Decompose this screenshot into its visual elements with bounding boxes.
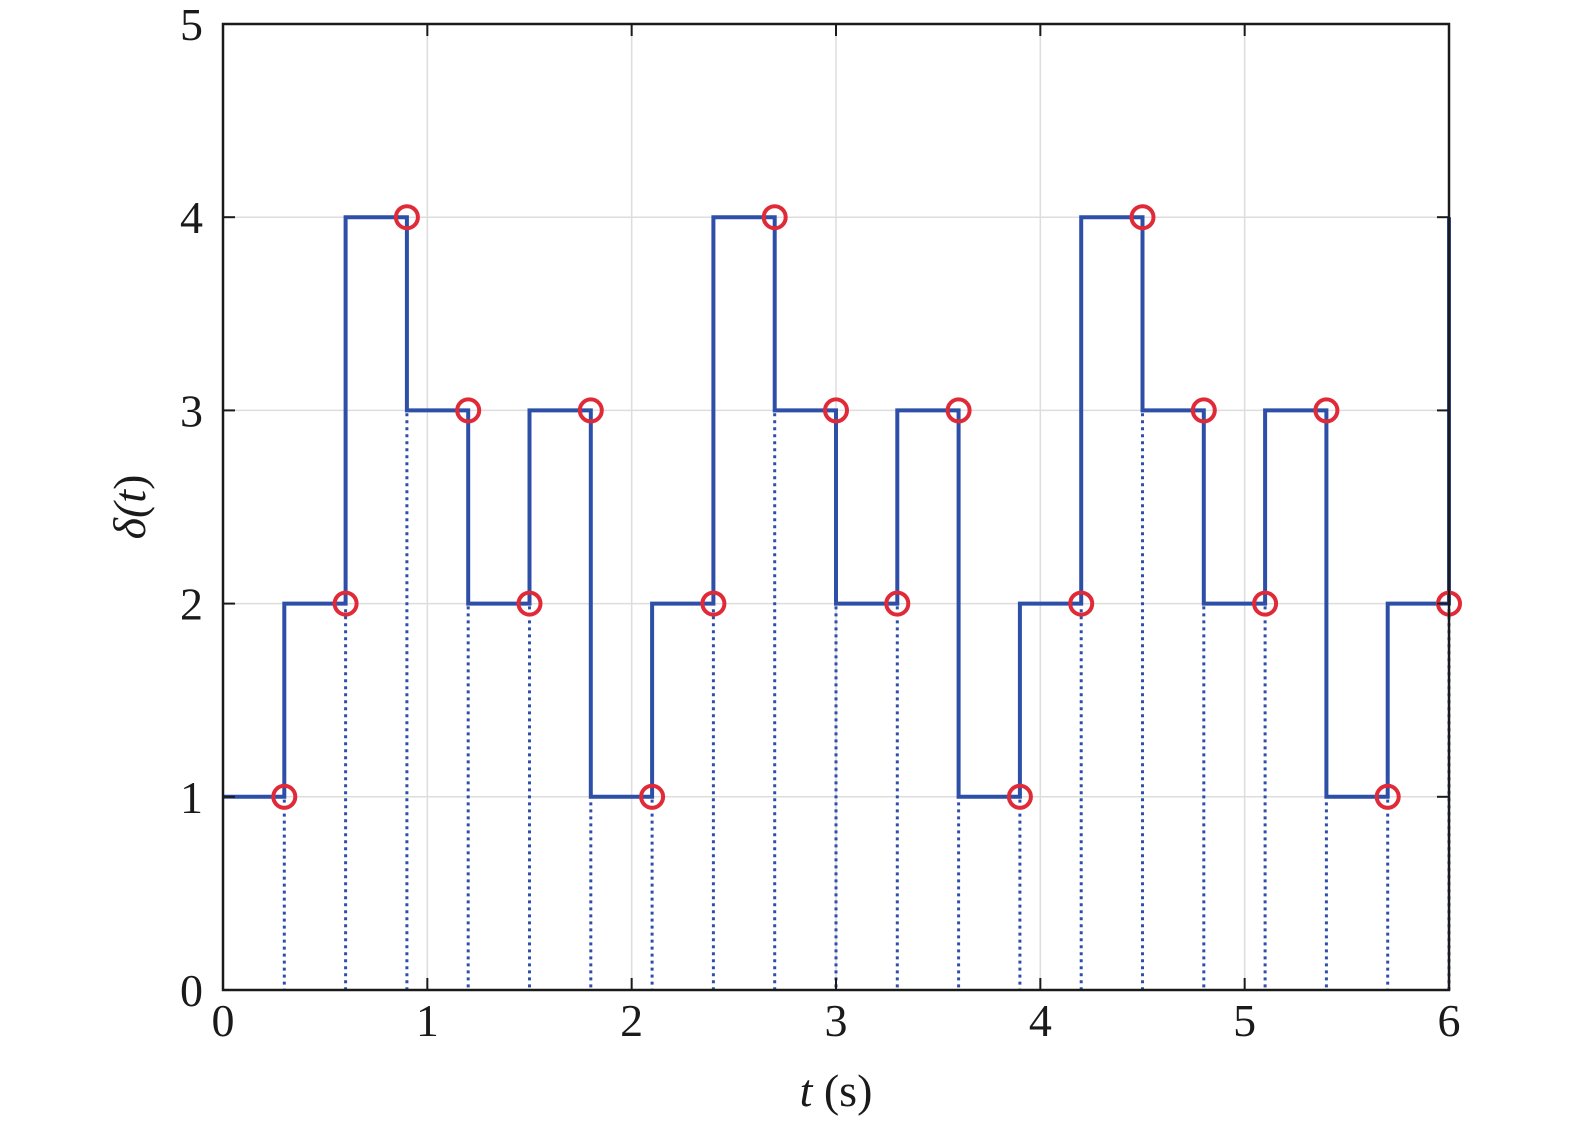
sample-marker: [332, 590, 359, 617]
x-axis-variable: t: [800, 1065, 814, 1116]
sample-marker: [761, 204, 788, 231]
x-tick-label: 2: [620, 995, 643, 1046]
sample-marker: [516, 590, 543, 617]
y-tick-label: 0: [180, 965, 203, 1016]
sample-marker: [700, 590, 727, 617]
sample-marker: [639, 783, 666, 810]
x-tick-label: 3: [825, 995, 848, 1046]
y-tick-labels: 0 1 2 3 4 5: [180, 0, 203, 1016]
x-tick-labels: 0 1 2 3 4 5 6: [212, 995, 1461, 1046]
y-axis-label: δ(t): [104, 475, 155, 540]
sample-marker: [823, 397, 849, 424]
x-tick-label: 4: [1029, 995, 1052, 1046]
sample-marker: [884, 590, 911, 617]
x-axis-unit: (s): [812, 1065, 872, 1116]
y-tick-label: 2: [180, 579, 203, 630]
sample-marker: [1190, 397, 1217, 424]
x-tick-label: 1: [416, 995, 439, 1046]
tick-marks: [223, 24, 1449, 990]
series: [223, 215, 1451, 799]
y-tick-label: 1: [180, 772, 203, 823]
y-axis-variable: t: [104, 489, 155, 503]
sample-marker: [1313, 397, 1340, 424]
x-axis-label: t (s): [800, 1065, 873, 1116]
sample-marker: [577, 397, 604, 424]
sample-marker: [455, 397, 482, 424]
step-line: [223, 215, 1451, 799]
sample-marker: [1129, 204, 1156, 231]
y-axis-symbol: δ(: [104, 500, 155, 539]
sample-marker: [271, 783, 298, 810]
sample-marker: [1252, 590, 1279, 617]
sample-marker: [1068, 590, 1095, 617]
x-tick-label: 0: [212, 995, 235, 1046]
y-tick-label: 3: [180, 385, 203, 436]
sample-marker: [945, 397, 972, 424]
x-tick-label: 5: [1233, 995, 1256, 1046]
sample-markers: [271, 204, 1462, 810]
y-axis-close: ): [104, 475, 155, 490]
y-tick-label: 4: [180, 192, 203, 243]
sample-marker: [1006, 783, 1033, 810]
sample-marker: [393, 204, 420, 231]
x-tick-label: 6: [1438, 995, 1461, 1046]
y-tick-label: 5: [180, 0, 203, 50]
sample-marker: [1374, 783, 1401, 810]
